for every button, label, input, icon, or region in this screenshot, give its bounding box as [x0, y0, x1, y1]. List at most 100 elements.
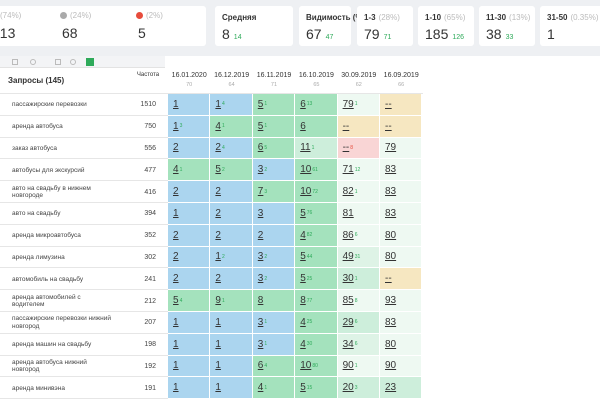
query[interactable]: аренда лимузина [12, 253, 65, 261]
position[interactable]: 80 [385, 338, 397, 350]
position[interactable]: 30 [342, 273, 354, 285]
stat-card[interactable]: 11-30 (13%) 38 33 [479, 6, 535, 46]
position[interactable]: 1 [173, 338, 179, 350]
query[interactable]: аренда автобуса нижний новгород [12, 358, 87, 374]
position[interactable]: 90 [385, 360, 397, 372]
query[interactable]: аренда машин на свадьбу [12, 340, 92, 348]
position[interactable]: 5 [300, 382, 306, 394]
position[interactable]: 9 [215, 295, 221, 307]
position[interactable]: 1 [173, 360, 179, 372]
position[interactable]: 3 [257, 164, 264, 176]
tool-icon[interactable] [12, 59, 18, 65]
date-header[interactable]: 16.01.2020 [171, 72, 207, 79]
position[interactable]: 6 [300, 120, 306, 132]
position[interactable]: 10 [300, 164, 312, 176]
query[interactable]: аренда минивэна [12, 384, 65, 392]
position[interactable]: 1 [215, 98, 221, 110]
position[interactable]: 2 [257, 229, 264, 241]
position[interactable]: 29 [342, 316, 354, 328]
position[interactable]: 2 [173, 229, 179, 241]
position[interactable]: 5 [173, 295, 179, 307]
query[interactable]: авто на свадьбу в нижнем новгороде [12, 184, 91, 200]
position[interactable]: 3 [257, 251, 264, 263]
position[interactable]: 86 [342, 229, 354, 241]
position[interactable]: -- [342, 120, 350, 132]
query[interactable]: пассажирские перевозки [12, 101, 87, 109]
position[interactable]: 2 [215, 186, 221, 198]
position[interactable]: 6 [300, 98, 306, 110]
position[interactable]: 49 [342, 251, 354, 263]
date-header[interactable]: 16.12.2019 [214, 72, 250, 79]
position[interactable]: 1 [173, 382, 179, 394]
position[interactable]: 11 [300, 142, 311, 154]
position[interactable]: 83 [385, 316, 397, 328]
position[interactable]: 2 [215, 273, 221, 285]
position[interactable]: 5 [300, 207, 306, 219]
query[interactable]: автобусы для экскурсий [12, 166, 85, 174]
position[interactable]: 2 [173, 273, 179, 285]
stat-card[interactable]: Средняя 8 14 [215, 6, 293, 46]
tool-icon[interactable] [30, 59, 36, 65]
position[interactable]: -- [385, 120, 392, 132]
position[interactable]: 8 [300, 295, 306, 307]
position[interactable]: 4 [300, 338, 306, 350]
position[interactable]: 1 [173, 120, 179, 132]
position[interactable]: 10 [300, 360, 312, 372]
date-header[interactable]: 30.09.2019 [341, 72, 377, 79]
position[interactable]: 83 [385, 164, 397, 176]
position[interactable]: 6 [257, 142, 264, 154]
position[interactable]: 3 [257, 338, 264, 350]
position[interactable]: 1 [173, 98, 179, 110]
position[interactable]: 93 [385, 295, 397, 307]
position[interactable]: 2 [215, 229, 221, 241]
position[interactable]: 4 [257, 382, 264, 394]
position[interactable]: -- [385, 273, 392, 285]
excel-icon[interactable] [86, 58, 94, 66]
position[interactable]: 5 [300, 251, 306, 263]
position[interactable]: 4 [300, 229, 306, 241]
position[interactable]: 4 [215, 120, 221, 132]
position[interactable]: 83 [385, 207, 397, 219]
position[interactable]: 5 [257, 98, 264, 110]
stat-card[interactable]: Видимость (%) 67 47 [299, 6, 377, 46]
position[interactable]: 79 [342, 98, 354, 110]
position[interactable]: 2 [215, 207, 221, 219]
query[interactable]: автомобиль на свадьбу [12, 275, 84, 283]
position[interactable]: 2 [173, 142, 179, 154]
position[interactable]: 1 [215, 360, 221, 372]
query[interactable]: аренда автобуса [12, 122, 63, 130]
position[interactable]: 1 [215, 338, 221, 350]
position[interactable]: 2 [173, 186, 179, 198]
position[interactable]: 1 [215, 251, 221, 263]
position[interactable]: 1 [215, 316, 221, 328]
position[interactable]: 7 [257, 186, 264, 198]
position[interactable]: 80 [385, 229, 397, 241]
query[interactable]: аренда автомобилей с водителем [12, 293, 81, 309]
position[interactable]: 8 [257, 295, 264, 307]
position[interactable]: 4 [300, 316, 306, 328]
query-header[interactable]: Запросы (145) [8, 76, 65, 85]
freq-header[interactable]: Частота [136, 72, 160, 78]
date-header[interactable]: 16.09.2019 [383, 72, 419, 79]
position[interactable]: 5 [257, 120, 264, 132]
position[interactable]: 3 [257, 273, 264, 285]
position[interactable]: 82 [342, 186, 354, 198]
position[interactable]: 3 [257, 316, 264, 328]
position[interactable]: 79 [385, 142, 397, 154]
position[interactable]: 20 [342, 382, 354, 394]
tool-icon[interactable] [70, 59, 76, 65]
position[interactable]: 83 [385, 186, 397, 198]
position[interactable]: 2 [215, 142, 221, 154]
position[interactable]: 4 [173, 164, 179, 176]
position[interactable]: 3 [257, 207, 264, 219]
position[interactable]: 1 [173, 207, 179, 219]
query[interactable]: пассажирские перевозки нижний новгород [12, 315, 111, 330]
position[interactable]: 34 [342, 338, 354, 350]
date-header[interactable]: 16.11.2019 [256, 72, 292, 79]
position[interactable]: 85 [342, 295, 354, 307]
query[interactable]: аренда микроавтобуса [12, 231, 81, 239]
position[interactable]: 80 [385, 251, 397, 263]
position[interactable]: 5 [215, 164, 221, 176]
position[interactable]: 10 [300, 186, 312, 198]
position[interactable]: 6 [257, 360, 264, 372]
